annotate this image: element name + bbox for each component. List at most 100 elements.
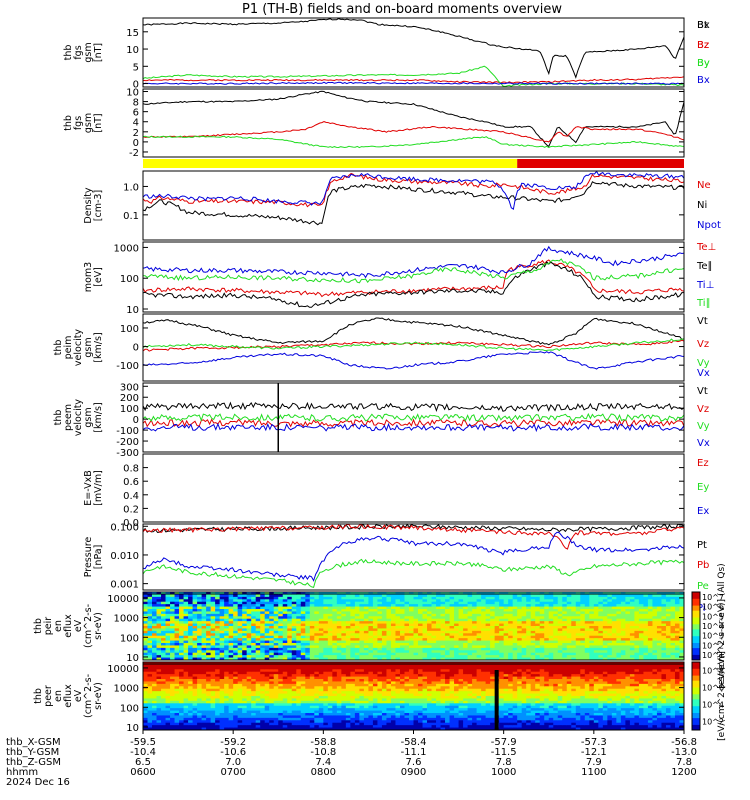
y-tick-label: 0.100 [110,522,139,533]
y-tick-label: -300 [116,448,139,459]
y-axis-label: sr-eV) [93,612,104,640]
series-line-Vt [142,317,685,346]
legend-label-Bz: Bz [697,40,709,51]
time-axis-value: 7.4 [315,757,331,768]
y-axis-label: sr-eV) [93,682,104,710]
figure-title: P1 (TH-B) fields and on-board moments ov… [242,2,562,17]
y-axis-label: gsm [83,113,94,133]
series-line-Pi [142,531,685,582]
legend-label-Vy: Vy [697,421,710,432]
time-axis: thb_X-GSM -59.5 -59.2 -58.8 -58.4 -57.9 -57.3-… [6,730,697,788]
legend-label-Te⊥: Te⊥ [696,242,716,253]
y-tick-label: 10 [126,45,139,56]
y-axis-label: Pressure [83,537,94,578]
y-tick-label: 100 [120,324,139,335]
legend-label-Pt: Pt [697,540,707,551]
time-axis-value: -10.8 [310,747,336,758]
series-line-Vy [142,412,685,422]
series-line-Pb [142,523,685,550]
y-tick-label: 0.4 [123,491,139,502]
legend-label-Vt: Vt [697,386,708,397]
series-group [142,170,685,226]
legend-label-Vx: Vx [697,368,710,379]
series-line-Pt [142,523,685,534]
y-axis-label: velocity [73,329,84,367]
colorbar-tick-label: 10^8 [702,667,724,676]
y-tick-label: -2 [129,148,139,159]
y-tick-label: 10000 [107,664,139,675]
panel-electron_spectrogram: 10 100 1000 10000 thb peer en eflux eV (cm^2-s-sr… [33,661,685,734]
series-line-Te⊥ [142,259,685,298]
series-line-Bx [142,90,685,148]
legend-label-Te∥: Te∥ [696,261,713,272]
y-axis-label: Density [83,187,94,223]
series-line-Vx [142,351,685,370]
series-line-Ti⊥ [142,245,685,279]
y-axis-label: velocity [73,399,84,437]
time-axis-value: 7.0 [225,757,241,768]
legend-label-Pb: Pb [697,560,709,571]
y-tick-label: 10 [126,653,139,664]
y-axis-label: fgs [73,116,84,130]
y-tick-label: 1000 [114,243,139,254]
series-line-Ti∥ [142,258,685,284]
y-axis-label: eV [73,689,84,702]
colorbar-tick-label: 10^2 [702,641,724,650]
time-axis-row-label: hhmm [6,767,38,778]
legend-label-Bz: Bz [697,40,709,51]
colorbars: 10^110^210^310^410^510^610^7[eV/(cm^2-s-… [691,563,727,741]
time-axis-row-label: thb_Z-GSM [6,757,61,768]
legend-label-Ti∥: Ti∥ [696,298,711,309]
time-axis-value: -58.8 [310,737,336,748]
y-tick-label: 0.0 [123,518,139,529]
legend-label-Bx: Bx [697,20,710,31]
y-tick-label: 15 [126,28,139,39]
time-axis-value: 0700 [220,767,245,778]
legend-label-By: By [697,58,710,69]
colorbar-electron_spectrogram: 10^2 10^4 10^6 10^8[eV/(cm^2-s-sr-eV)] [691,651,727,741]
spectrogram-cells [143,662,685,731]
y-tick-label: 1.0 [123,182,139,193]
time-axis-value: -10.6 [220,747,246,758]
legend-label-Ey: Ey [697,482,709,493]
legend-label-Pi: Pi [697,603,706,614]
time-axis-value: -11.1 [401,747,427,758]
y-axis-label: en [53,620,64,632]
panel-efield: Ez Ey Ex 0.0 0.2 0.4 0.6 0.8 E=-VxB [mV/m] [83,453,709,529]
colorbar-tick-label: 10^4 [702,701,724,710]
time-axis-value: 7.9 [586,757,602,768]
spectrogram-cells [143,592,685,661]
panel-frame [142,241,685,313]
time-axis-value: 7.6 [406,757,422,768]
legend-label-Bx: Bx [697,75,710,86]
y-axis-label: gsm [83,337,94,357]
series-group [142,90,685,149]
y-axis-label: [nPa] [93,545,104,570]
panel-density: Ne Ni Npot 0.1 1.0 Density [cm-3] [83,170,721,241]
y-tick-label: 2 [133,128,139,139]
panel-pressure: Pt Pb Pe Pi 0.001 0.010 0.100 Pressure [nPa] [83,522,709,614]
y-axis-label: mom3 [83,262,94,292]
y-tick-label: 10 [126,305,139,316]
time-axis-value: -59.2 [220,737,246,748]
time-axis-value: -11.5 [491,747,517,758]
y-tick-label: 300 [120,382,139,393]
colorbar-tick-label: 10^6 [702,684,724,693]
panel-frame [142,382,685,453]
legend-label-Bt: Bt [697,20,708,31]
y-tick-label: -100 [116,361,139,372]
time-axis-value: 0900 [401,767,426,778]
y-tick-label: 10 [126,723,139,734]
y-axis-label: peir [43,617,54,636]
y-axis-label: [km/s] [93,402,104,432]
legend-label-Pe: Pe [697,581,709,592]
y-tick-label: -200 [116,437,139,448]
legend-label-Vy: Vy [697,358,710,369]
colorbar-tick-label: 10^5 [702,612,724,621]
y-tick-label: 0.6 [123,477,139,488]
colorbar-tick-label: 10^4 [702,622,724,631]
y-tick-label: 0 [133,343,139,354]
